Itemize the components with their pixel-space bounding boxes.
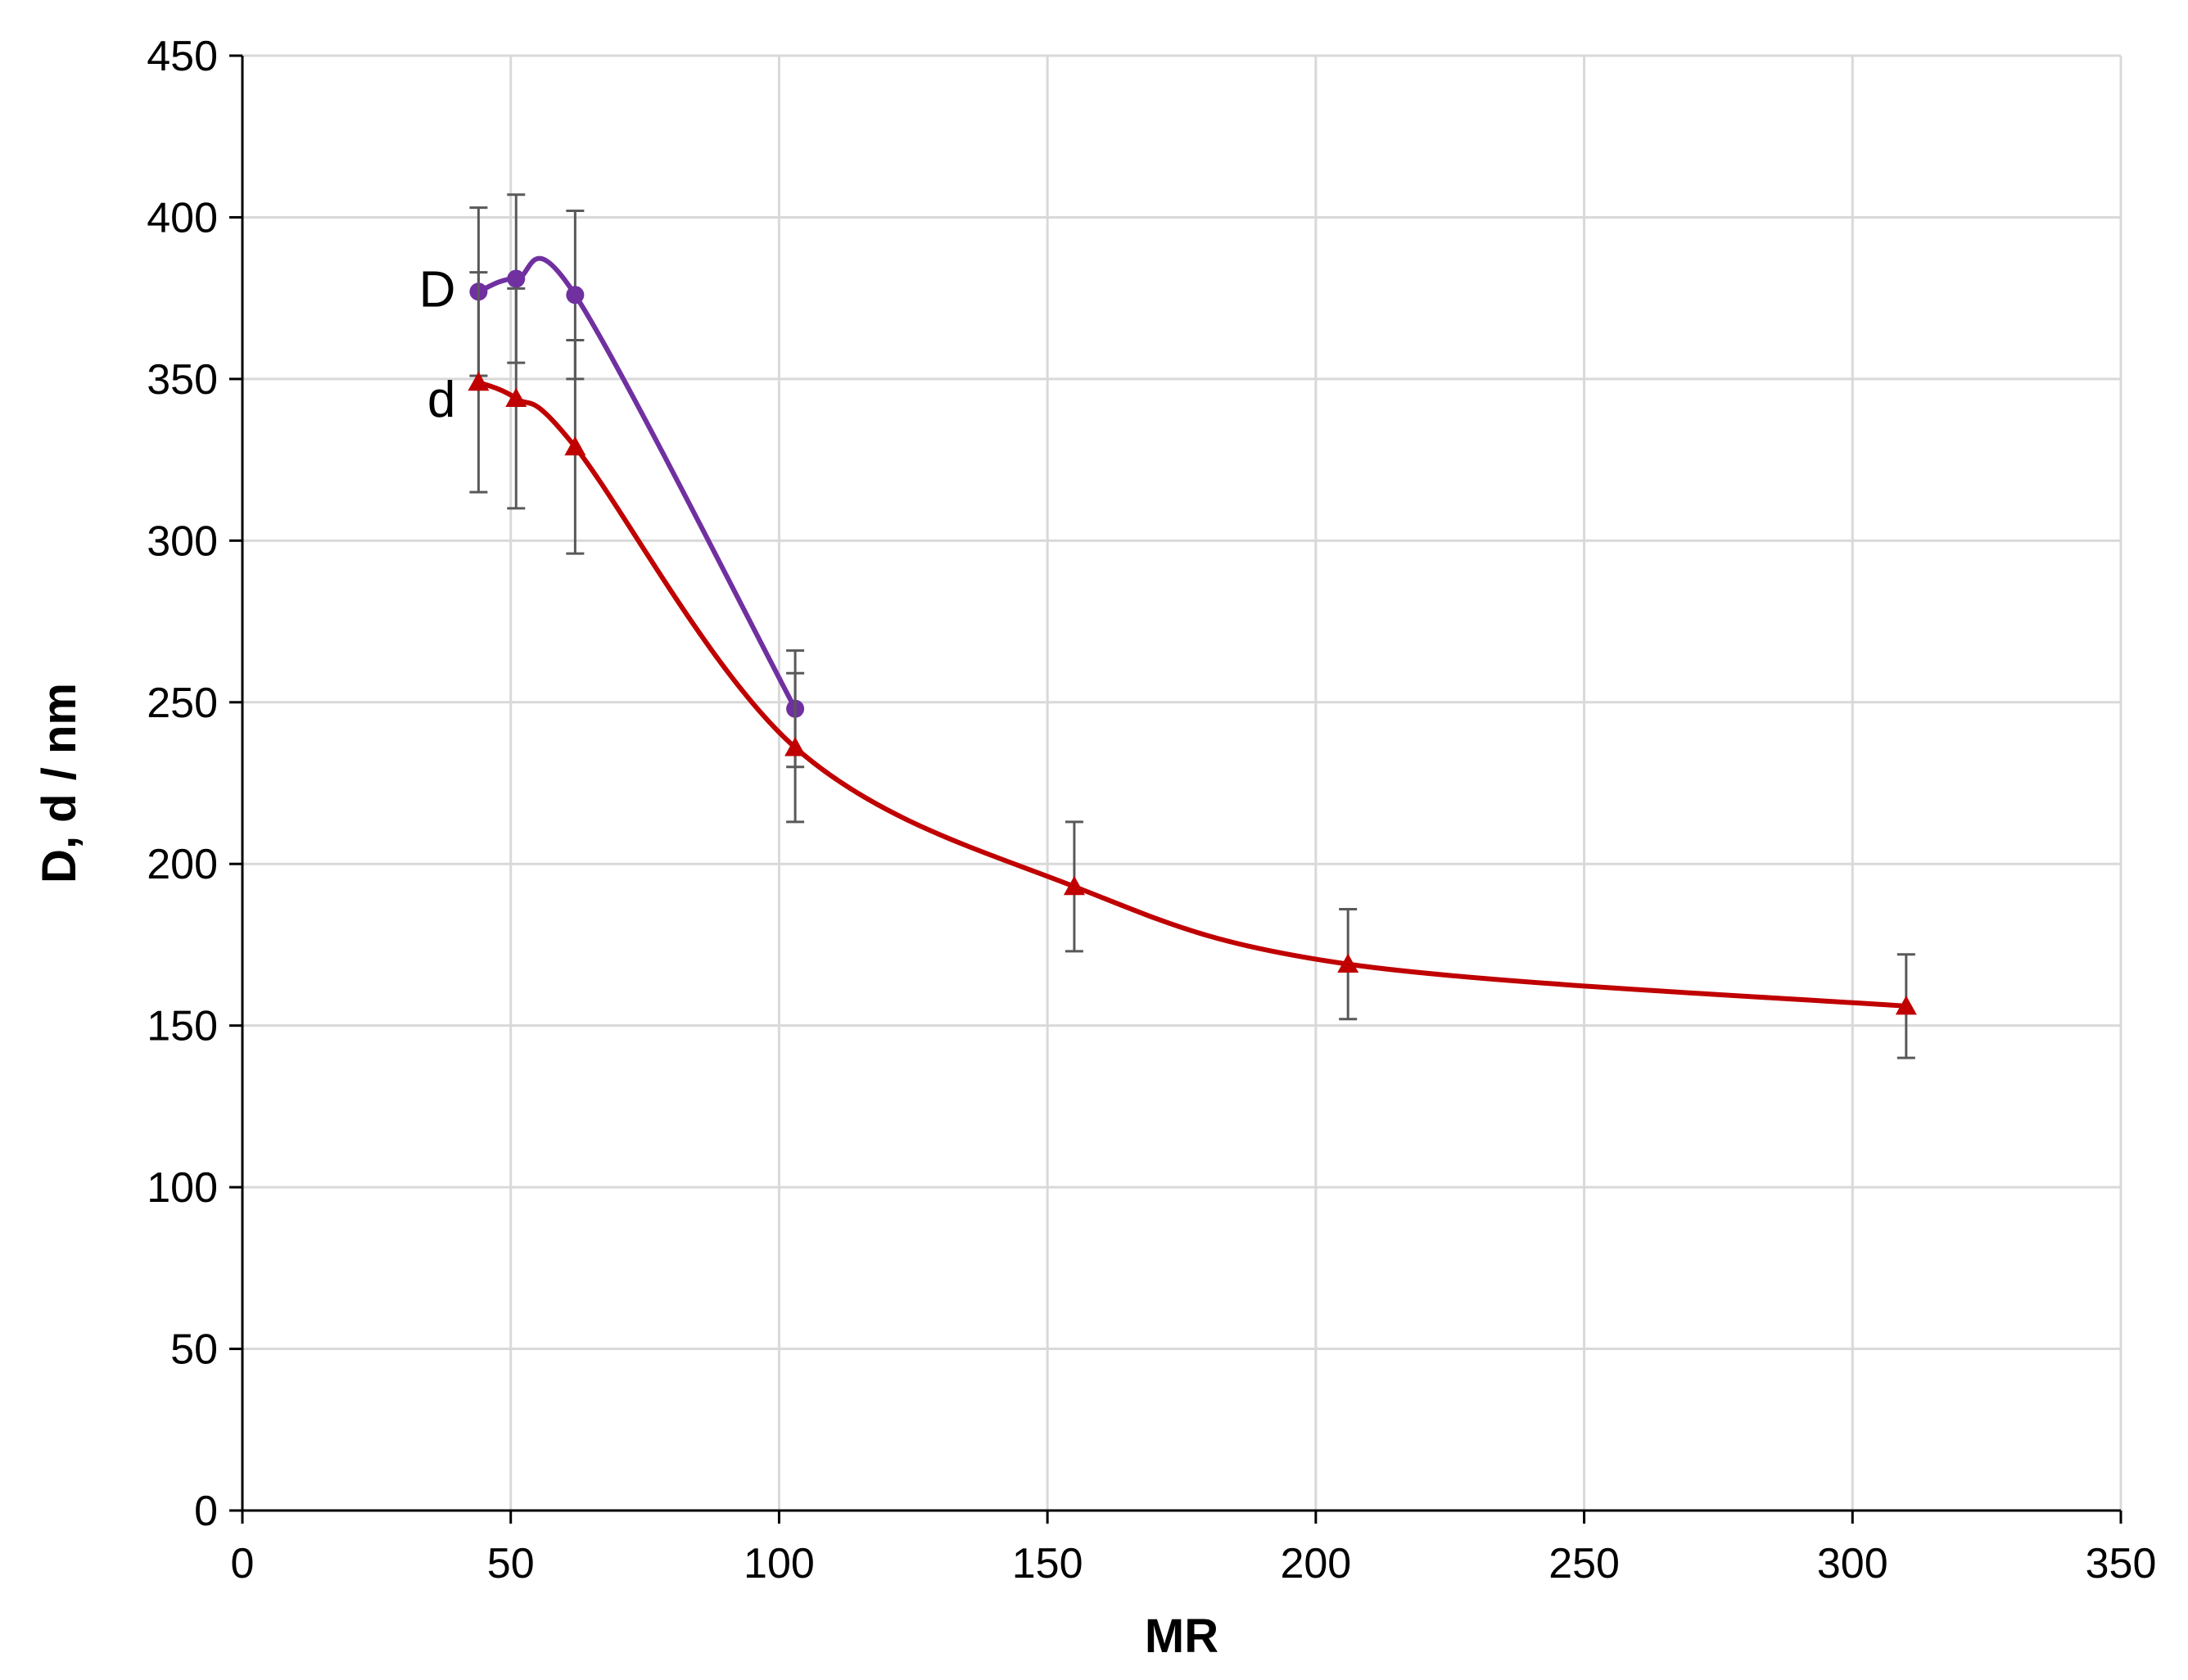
data-point — [566, 286, 585, 305]
data-point — [1895, 995, 1917, 1015]
grid — [242, 54, 2122, 1511]
y-axis-title: D, d / nm — [33, 683, 86, 883]
data-point — [505, 387, 527, 407]
x-tick-label: 350 — [2086, 1540, 2157, 1587]
y-tick-label: 150 — [147, 1003, 218, 1050]
series-label: d — [427, 372, 455, 428]
data-point — [1063, 875, 1085, 896]
y-tick-label: 400 — [147, 194, 218, 242]
y-tick-label: 450 — [147, 33, 218, 80]
x-tick-label: 200 — [1280, 1540, 1351, 1587]
data-point — [784, 737, 807, 756]
series-label: D — [419, 261, 456, 318]
series-line — [477, 380, 1907, 1009]
data-point — [564, 436, 586, 456]
data-point — [507, 269, 526, 288]
y-tick-label: 250 — [147, 680, 218, 727]
data-point — [468, 371, 490, 391]
x-axis-title: MR — [1145, 1610, 1218, 1663]
axes — [229, 54, 2122, 1524]
y-tick-label: 50 — [170, 1326, 218, 1374]
y-tick-label: 100 — [147, 1164, 218, 1212]
x-tick-label: 0 — [231, 1540, 255, 1587]
x-tick-label: 50 — [487, 1540, 535, 1587]
y-tick-label: 0 — [194, 1488, 218, 1535]
series-line — [477, 255, 798, 711]
y-tick-label: 200 — [147, 841, 218, 888]
tick-labels: 0 50 100 150 200 250 300 350 400 450 0 50 100 150 200 2… — [147, 33, 2156, 1587]
y-tick-label: 350 — [147, 356, 218, 404]
data-point — [1337, 953, 1359, 973]
series-D: D — [419, 193, 805, 769]
series-d: d — [427, 271, 1917, 1059]
x-tick-label: 150 — [1012, 1540, 1083, 1587]
y-tick-label: 300 — [147, 517, 218, 565]
x-tick-label: 250 — [1548, 1540, 1620, 1587]
x-tick-label: 300 — [1817, 1540, 1888, 1587]
x-tick-label: 100 — [744, 1540, 815, 1587]
series: Dd — [419, 193, 1917, 1059]
